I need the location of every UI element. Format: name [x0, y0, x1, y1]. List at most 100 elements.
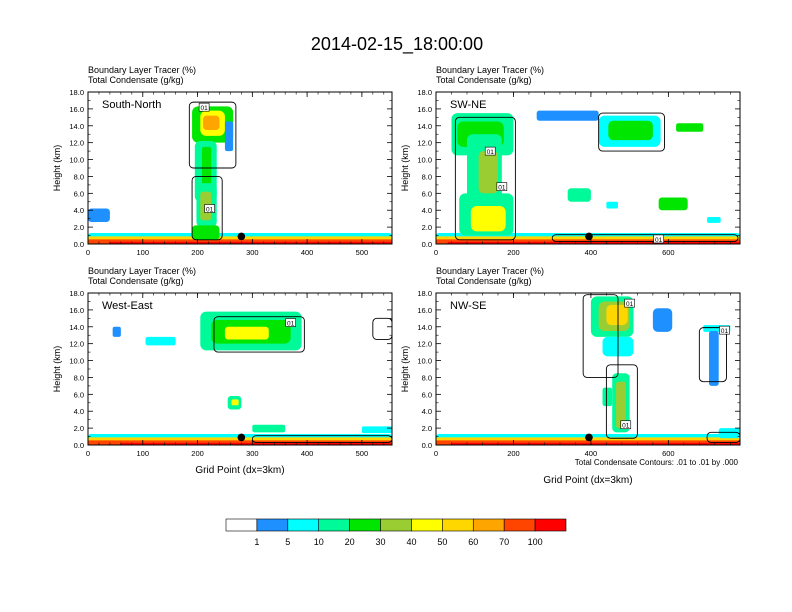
field-cell [112, 326, 121, 337]
y-tick-label: 18.0 [69, 289, 84, 298]
field-cell [616, 381, 626, 429]
contour-label: 01 [622, 423, 630, 430]
y-tick-label: 16.0 [417, 306, 432, 315]
contour-label-box [204, 204, 215, 213]
contour-line [191, 175, 223, 241]
y-axis-label: Height (km) [400, 145, 410, 192]
y-tick-label: 14.0 [69, 323, 84, 332]
y-tick-label: 6.0 [422, 390, 432, 399]
contour-label: 01 [721, 328, 729, 335]
x-axis-label: Grid Point (dx=3km) [195, 465, 284, 476]
contour-label-box [496, 182, 508, 191]
field-cell [478, 151, 498, 194]
x-tick-label: 300 [246, 449, 259, 458]
panel-label-condensate: Total Condensate (g/kg) [436, 75, 532, 85]
colorbar: 1 5 10 20 30 40 50 60 70 100 [225, 518, 567, 547]
field-cell [252, 424, 286, 433]
colorbar-label: 40 [406, 537, 416, 547]
panel-label-condensate: Total Condensate (g/kg) [436, 276, 532, 286]
y-tick-label: 14.0 [417, 323, 432, 332]
panel-label-tracer: Boundary Layer Tracer (%) [436, 65, 544, 75]
colorbar-box [442, 518, 474, 532]
y-tick-label: 4.0 [422, 407, 432, 416]
panel-label-condensate: Total Condensate (g/kg) [88, 75, 184, 85]
station-marker [585, 232, 593, 241]
field-cell [224, 326, 269, 340]
y-tick-label: 12.0 [69, 139, 84, 148]
field-cell [707, 216, 721, 223]
y-tick-label: 8.0 [422, 172, 432, 181]
panel-name: SW-NE [450, 99, 486, 111]
contour-line [605, 364, 638, 439]
field-cell [88, 208, 110, 223]
colorbar-label: 100 [528, 537, 543, 547]
field-cell [470, 206, 506, 232]
panel-label-tracer: Boundary Layer Tracer (%) [436, 266, 544, 276]
field-cell [109, 241, 392, 244]
x-tick-label: 200 [191, 248, 204, 257]
x-tick-label: 0 [434, 449, 438, 458]
x-tick-label: 500 [356, 449, 369, 458]
y-tick-label: 10.0 [417, 156, 432, 165]
panel-1: Boundary Layer Tracer (%)Total Condensat… [400, 65, 741, 257]
field-cell [676, 123, 704, 132]
y-tick-label: 10.0 [69, 156, 84, 165]
colorbar-box [503, 518, 536, 532]
y-tick-label: 18.0 [417, 289, 432, 298]
field-cell [145, 336, 176, 346]
y-axis-label: Height (km) [52, 145, 62, 192]
y-tick-label: 16.0 [417, 105, 432, 114]
contour-line [598, 112, 665, 152]
station-marker [585, 433, 593, 442]
contour-label-box [198, 102, 210, 112]
panel-label-condensate: Total Condensate (g/kg) [88, 276, 184, 286]
colorbar-box [287, 518, 320, 532]
y-tick-label: 4.0 [74, 206, 84, 215]
x-tick-label: 600 [662, 248, 675, 257]
station-marker [237, 232, 246, 241]
y-tick-label: 6.0 [422, 189, 432, 198]
field-cell [606, 201, 619, 209]
field: 01 01 01 [436, 294, 740, 445]
y-tick-label: 2.0 [74, 424, 84, 433]
x-tick-label: 0 [86, 449, 90, 458]
field: 01 01 [88, 101, 392, 244]
y-tick-label: 12.0 [69, 340, 84, 349]
contour-line [551, 234, 739, 242]
y-tick-label: 18.0 [417, 88, 432, 97]
y-tick-label: 2.0 [422, 223, 432, 232]
field-cell [567, 188, 591, 202]
y-tick-label: 0.0 [422, 441, 432, 450]
field-cell [120, 442, 392, 445]
field-cell [231, 399, 239, 406]
field-cell [602, 387, 613, 407]
colorbar-label: 10 [314, 537, 324, 547]
y-tick-label: 6.0 [74, 189, 84, 198]
y-tick-label: 10.0 [69, 357, 84, 366]
contour-label-box [620, 420, 632, 430]
colorbar-label: 70 [499, 537, 509, 547]
field-cell [606, 304, 628, 326]
panel-label-tracer: Boundary Layer Tracer (%) [88, 266, 196, 276]
contour-line [698, 327, 727, 383]
contour-line [582, 294, 619, 378]
contour-label: 01 [287, 321, 295, 328]
contour-label-box [285, 318, 296, 327]
contour-line [213, 316, 305, 353]
contour-label-box [653, 234, 664, 244]
y-axis-label: Height (km) [52, 346, 62, 393]
panel-0: Boundary Layer Tracer (%)Total Condensat… [52, 65, 393, 257]
colorbar-label: 50 [437, 537, 447, 547]
y-tick-label: 4.0 [422, 206, 432, 215]
field-cell [709, 331, 719, 386]
y-tick-label: 2.0 [422, 424, 432, 433]
contour-label-box [719, 325, 730, 335]
colorbar-label: 20 [345, 537, 355, 547]
field: 01 01 01 [436, 110, 740, 244]
y-tick-label: 8.0 [74, 373, 84, 382]
field-cell [451, 442, 740, 445]
contour-label: 01 [487, 149, 495, 156]
panels: Boundary Layer Tracer (%)Total Condensat… [52, 65, 741, 486]
panel-2: Boundary Layer Tracer (%)Total Condensat… [52, 266, 393, 476]
x-tick-label: 300 [246, 248, 259, 257]
